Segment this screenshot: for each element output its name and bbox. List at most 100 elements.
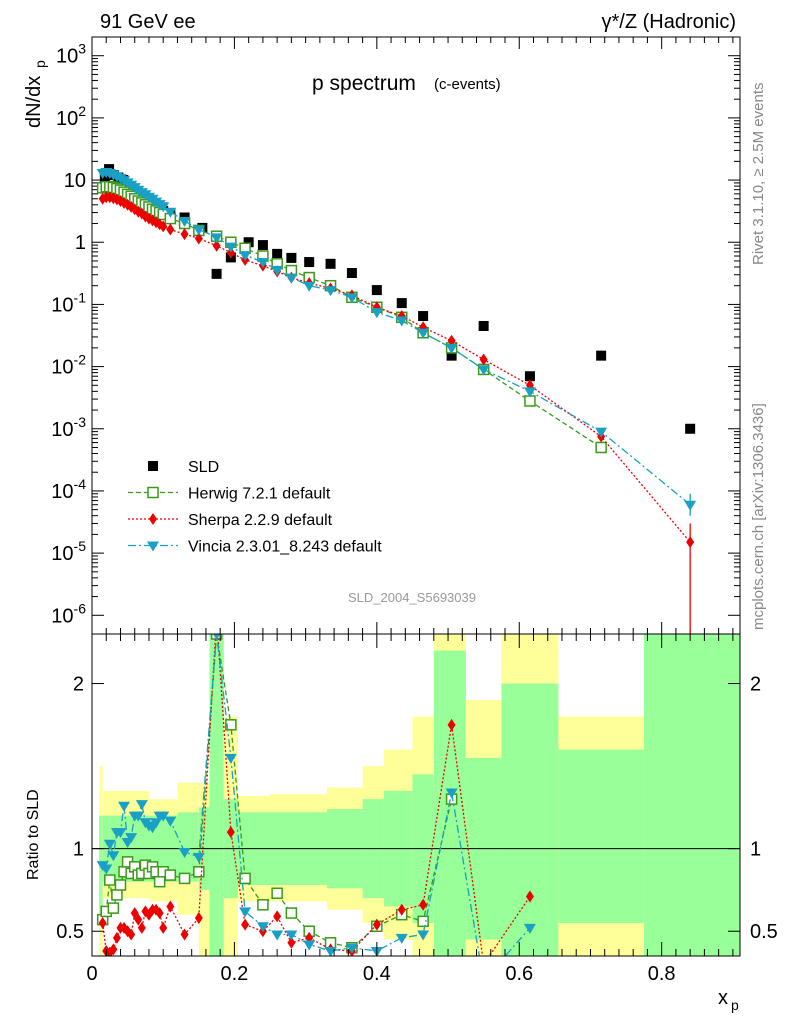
data-point-vincia (224, 242, 237, 253)
legend-marker-sherpa (149, 513, 157, 525)
ratio-point-sherpa (137, 921, 146, 934)
data-point-vincia (445, 343, 458, 354)
data-point-vincia (324, 286, 337, 297)
x-tick-label: 0.2 (221, 963, 249, 985)
ratio-panel-ticks: 0.5 0.5 1 1 2 2 0 0.2 0.4 0.6 0.8 (56, 634, 778, 985)
header-left: 91 GeV ee (100, 11, 196, 33)
ratio-point-sherpa (112, 931, 121, 944)
data-point-sld (286, 252, 297, 263)
x-tick-label: 0.8 (648, 963, 676, 985)
ratio-line-sherpa (102, 634, 531, 956)
data-point-sld (478, 320, 489, 331)
data-point-vincia (417, 328, 430, 339)
legend-entry-vincia: Vincia 2.3.01_8.243 default (128, 539, 382, 556)
legend-entry-sherpa: Sherpa 2.2.9 default (128, 512, 333, 529)
data-point-sld (99, 172, 110, 183)
data-point-sld (243, 237, 254, 248)
data-point-vincia (395, 316, 408, 327)
ratio-point-herwig (285, 907, 298, 919)
legend-label-herwig: Herwig 7.2.1 default (188, 486, 331, 503)
legend-entry-herwig: Herwig 7.2.1 default (128, 486, 331, 503)
rivet-version-label: Rivet 3.1.10, ≥ 2.5M events (750, 83, 767, 266)
ratio-series-sherpa (98, 634, 534, 956)
x-axis-label: x (718, 987, 728, 1009)
data-point-sherpa (447, 334, 456, 347)
ratio-point-vincia (417, 930, 430, 941)
data-point-sld (685, 423, 696, 434)
ratio-point-sherpa (98, 916, 107, 929)
legend: SLD Herwig 7.2.1 default Sherpa 2.2.9 defa… (128, 459, 382, 556)
series-vincia (96, 167, 697, 511)
ratio-point-sherpa (159, 921, 168, 934)
main-y-tick-label: 10-2 (51, 352, 86, 379)
main-y-tick-label: 10-5 (51, 538, 86, 565)
legend-marker-vincia (147, 541, 159, 552)
ratio-point-vincia (239, 907, 252, 918)
ratio-y-tick-label: 1 (73, 839, 84, 861)
ratio-y-axis-label: Ratio to SLD (25, 789, 42, 880)
ratio-point-herwig (271, 887, 283, 900)
ratio-point-vincia (256, 922, 269, 933)
x-tick-label: 0.4 (363, 963, 391, 985)
data-point-sherpa (159, 220, 168, 233)
ratio-point-herwig (104, 874, 116, 886)
x-tick-label: 0 (86, 963, 97, 985)
ratio-y-tick-label-right: 0.5 (750, 921, 778, 943)
analysis-watermark: SLD_2004_S5693039 (348, 590, 476, 605)
ratio-point-vincia (125, 833, 138, 844)
ratio-point-sherpa (194, 912, 203, 925)
main-y-tick-label: 10-3 (51, 414, 86, 441)
ratio-point-vincia (164, 816, 177, 827)
ratio-point-vincia (224, 753, 237, 764)
ratio-y-tick-label-right: 1 (750, 839, 761, 861)
ratio-point-sherpa (109, 943, 118, 956)
data-point-sld (524, 371, 535, 382)
ratio-point-herwig (111, 889, 123, 901)
ratio-point-herwig (193, 866, 205, 878)
main-y-axis-label: dN/dx p (23, 60, 48, 128)
plot-title: p spectrum (312, 72, 416, 95)
ratio-point-vincia (118, 801, 131, 812)
ratio-point-vincia (285, 930, 298, 941)
data-point-sld (304, 257, 315, 268)
header-right: γ*/Z (Hadronic) (602, 11, 736, 33)
series-line-vincia (102, 171, 691, 506)
data-point-vincia (239, 251, 252, 262)
ratio-point-sherpa (127, 928, 136, 941)
ratio-point-sherpa (120, 921, 129, 934)
ratio-series-herwig (96, 634, 458, 954)
data-point-herwig (595, 441, 607, 454)
ratio-point-vincia (345, 943, 358, 954)
data-point-sherpa (212, 239, 221, 252)
data-point-sld (211, 268, 222, 279)
data-point-vincia (178, 216, 191, 227)
ratio-point-herwig (417, 915, 429, 928)
main-y-tick-label: 10-4 (51, 476, 86, 503)
ratio-point-herwig (114, 879, 127, 891)
data-point-sld (346, 268, 357, 279)
legend-entry-sld: SLD (148, 459, 219, 476)
ratio-series-vincia (96, 634, 536, 956)
mcplots-site-label: mcplots.cern.ch [arXiv:1306.3436] (750, 403, 767, 630)
ratio-point-herwig (225, 719, 237, 731)
data-point-sld (257, 240, 268, 251)
ratio-point-vincia (135, 800, 148, 811)
data-point-vincia (595, 427, 608, 438)
legend-label-vincia: Vincia 2.3.01_8.243 default (188, 539, 382, 556)
band-inner (643, 634, 740, 956)
data-point-sherpa (166, 223, 175, 236)
ratio-point-vincia (303, 940, 316, 951)
data-point-sld (371, 285, 382, 296)
legend-marker-sld (148, 461, 158, 471)
ratio-point-sherpa (397, 903, 406, 916)
band-inner (558, 749, 644, 923)
main-y-tick-label: 103 (56, 41, 86, 68)
ratio-point-vincia (100, 864, 113, 875)
ratio-point-vincia (114, 828, 127, 839)
main-y-tick-label: 102 (56, 103, 86, 130)
ratio-point-sherpa (525, 890, 534, 903)
ratio-point-sherpa (447, 718, 456, 731)
data-point-vincia (345, 293, 358, 304)
data-point-vincia (271, 265, 284, 276)
main-y-axis-label-subscript: p (32, 60, 48, 68)
